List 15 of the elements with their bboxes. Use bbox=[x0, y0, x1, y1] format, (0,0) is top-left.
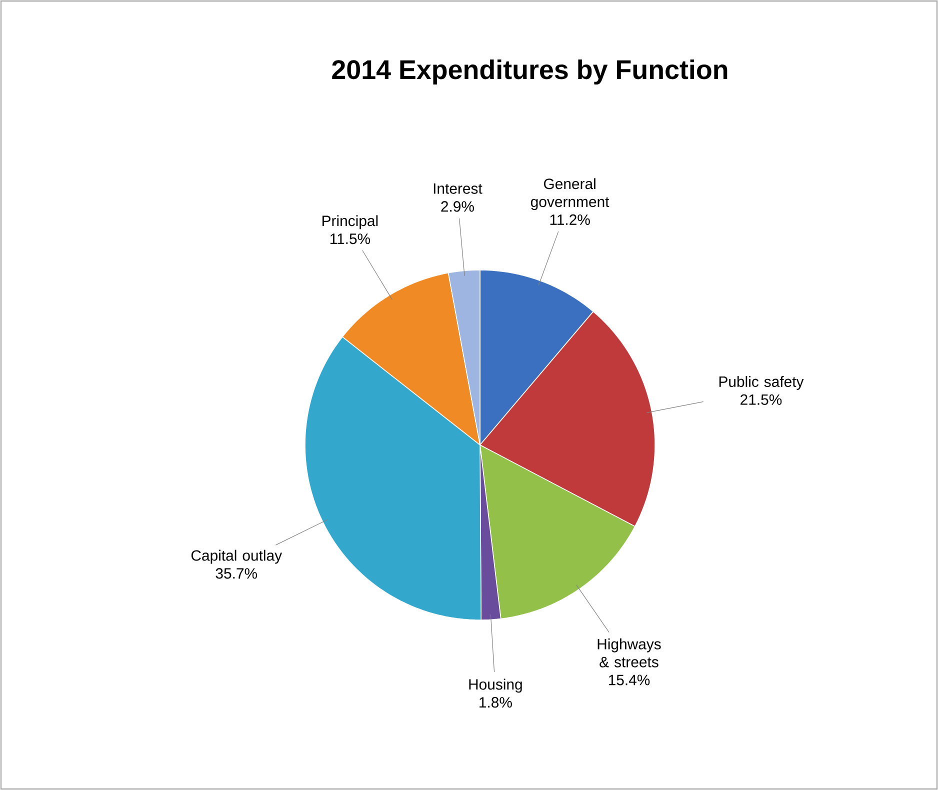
slice-label: Principal bbox=[322, 215, 378, 230]
data-label: 15.4% bbox=[608, 674, 650, 686]
slice-label: Housing bbox=[469, 678, 522, 693]
data-label: 11.2% bbox=[550, 214, 590, 225]
data-label: 11.5% bbox=[330, 234, 370, 244]
slice-label: General government bbox=[530, 178, 610, 210]
slice-label: Public safety bbox=[719, 376, 804, 390]
data-label: 2.9% bbox=[441, 201, 474, 212]
slice-label: Capital outlay bbox=[191, 550, 282, 564]
data-label: 21.5% bbox=[740, 394, 782, 405]
slice-label: Highways & streets bbox=[598, 638, 661, 668]
data-label: 35.7% bbox=[216, 568, 258, 579]
slice-label: Interest bbox=[434, 183, 482, 194]
data-label: 1.8% bbox=[480, 697, 512, 708]
chart-title: 2014 Expenditures by Function bbox=[332, 59, 728, 85]
